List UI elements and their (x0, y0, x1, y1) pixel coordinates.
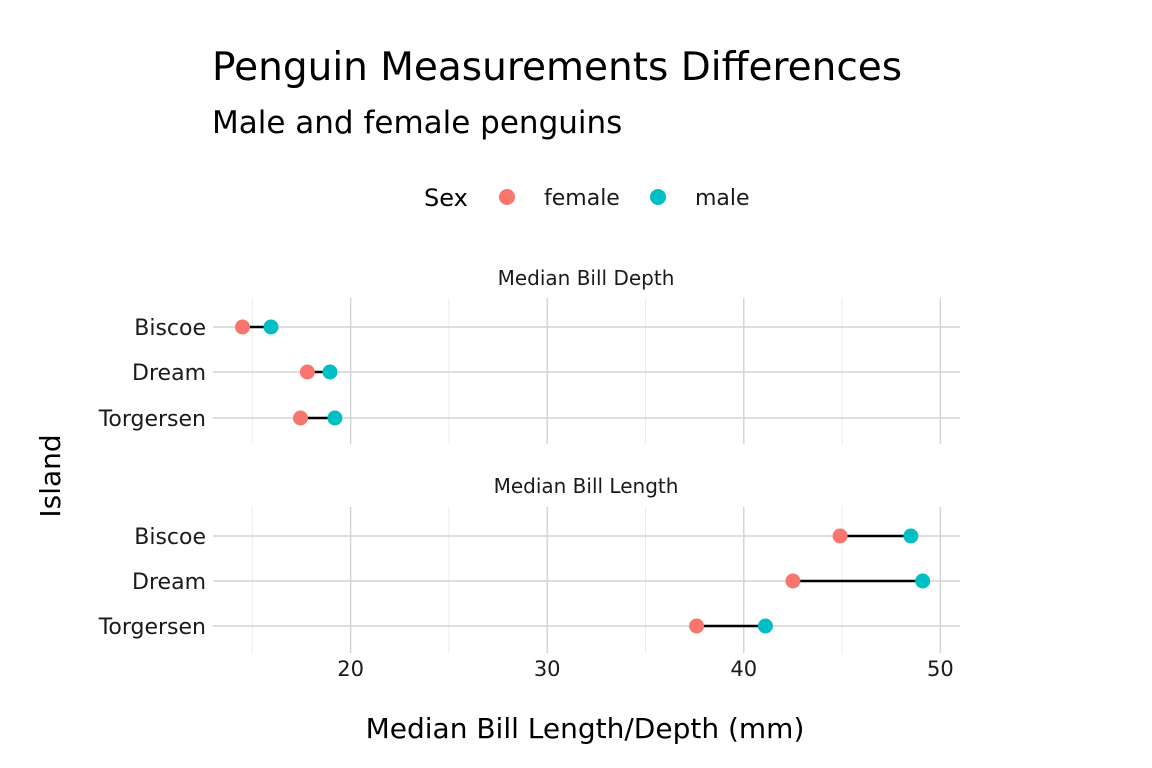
data-point-male (327, 410, 343, 426)
y-tick-label: Torgersen (98, 615, 206, 640)
y-tick-label: Dream (132, 570, 206, 595)
legend-label-female: female (544, 186, 620, 211)
legend-title: Sex (424, 184, 468, 212)
y-tick-label: Biscoe (134, 525, 206, 550)
x-axis-title: Median Bill Length/Depth (mm) (366, 712, 805, 745)
legend: Sex female male (424, 184, 750, 212)
data-point-male (322, 364, 338, 380)
panel-label-bill-length: Median Bill Length (494, 474, 679, 498)
data-point-female (689, 618, 705, 634)
data-point-male (903, 528, 919, 544)
x-tick-label: 50 (927, 657, 954, 681)
chart-subtitle: Male and female penguins (212, 105, 622, 141)
data-point-male (263, 319, 279, 335)
chart-title: Penguin Measurements Differences (212, 45, 902, 90)
data-point-female (292, 410, 308, 426)
data-point-female (785, 573, 801, 589)
legend-key-female (499, 189, 515, 205)
y-tick-label: Dream (132, 361, 206, 386)
data-point-female (299, 364, 315, 380)
plot-area: Biscoe Dream Torgersen Biscoe Dream Torgersen… (98, 298, 960, 681)
y-axis-title: Island (34, 434, 67, 517)
y-tick-label: Torgersen (98, 407, 206, 432)
legend-label-male: male (695, 186, 750, 211)
x-tick-label: 30 (534, 657, 561, 681)
x-tick-label: 20 (337, 657, 364, 681)
panel-label-bill-depth: Median Bill Depth (498, 266, 675, 290)
data-point-male (915, 573, 931, 589)
legend-key-male (650, 189, 666, 205)
data-point-female (832, 528, 848, 544)
y-tick-label: Biscoe (134, 316, 206, 341)
x-tick-label: 40 (730, 657, 757, 681)
data-point-male (757, 618, 773, 634)
data-point-female (234, 319, 250, 335)
